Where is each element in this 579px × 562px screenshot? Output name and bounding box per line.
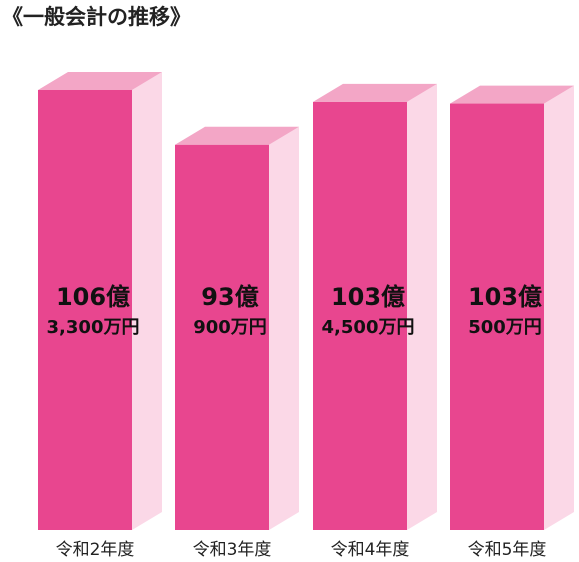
value-label: 103億 (468, 283, 542, 311)
chart-title: 《一般会計の推移》 (2, 5, 191, 29)
value-label: 106億 (56, 283, 130, 311)
x-tick-label: 令和5年度 (468, 540, 547, 560)
bar (175, 144, 269, 531)
value-label: 500万円 (468, 317, 542, 338)
bar-side (407, 83, 437, 531)
bar-side (269, 126, 299, 530)
value-label: 103億 (331, 283, 405, 311)
bar-side (132, 72, 162, 530)
bar (313, 101, 407, 531)
value-label: 3,300万円 (47, 317, 140, 338)
bar (38, 90, 132, 530)
x-tick-label: 令和3年度 (193, 540, 272, 560)
bar-top (450, 85, 574, 104)
value-label: 900万円 (193, 317, 267, 338)
bar-top (313, 83, 437, 102)
value-label: 93億 (201, 283, 258, 311)
bar-top (38, 72, 162, 90)
bar-side (544, 85, 574, 530)
bar-top (175, 126, 299, 145)
x-tick-label: 令和2年度 (56, 540, 135, 560)
x-tick-label: 令和4年度 (331, 540, 410, 560)
bar (450, 103, 544, 530)
value-label: 4,500万円 (322, 317, 415, 338)
